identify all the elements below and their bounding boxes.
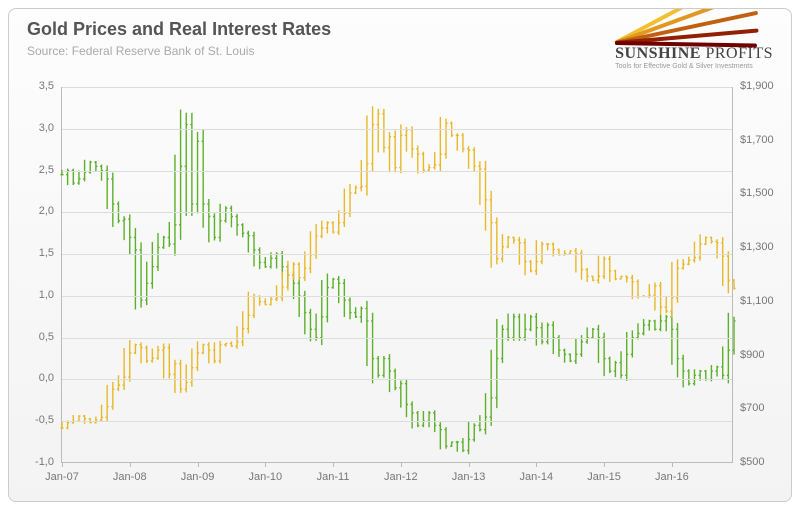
logo-word2: PROFITS [705, 45, 773, 62]
y2-tick-label: $700 [740, 402, 790, 414]
y1-tick-label: 2,5 [14, 164, 54, 176]
x-tick-label: Jan-13 [444, 471, 494, 483]
x-tick-label: Jan-10 [240, 471, 290, 483]
y1-tick-label: 1,5 [14, 247, 54, 259]
plot-area: -1,0-0,50,00,51,01,52,02,53,03,5$500$700… [61, 87, 733, 463]
logo-rays-icon [615, 19, 765, 45]
x-tick-label: Jan-08 [105, 471, 155, 483]
y2-tick-label: $1,100 [740, 295, 790, 307]
logo-word1: SUNSHINE [615, 45, 701, 62]
chart-header: Gold Prices and Real Interest Rates Sour… [27, 19, 331, 58]
chart-frame: Gold Prices and Real Interest Rates Sour… [8, 8, 792, 502]
x-tick-label: Jan-09 [173, 471, 223, 483]
y1-tick-label: 2,0 [14, 205, 54, 217]
y1-tick-label: 3,0 [14, 122, 54, 134]
x-tick-label: Jan-11 [308, 471, 358, 483]
x-tick-label: Jan-14 [511, 471, 561, 483]
y2-tick-label: $1,300 [740, 241, 790, 253]
x-tick-label: Jan-16 [647, 471, 697, 483]
chart-title: Gold Prices and Real Interest Rates [27, 19, 331, 40]
y2-tick-label: $1,500 [740, 187, 790, 199]
logo-text: SUNSHINE PROFITS [615, 45, 773, 63]
y2-tick-label: $500 [740, 456, 790, 468]
x-tick-label: Jan-07 [37, 471, 87, 483]
y1-tick-label: 0,0 [14, 372, 54, 384]
y2-tick-label: $1,700 [740, 134, 790, 146]
y2-tick-label: $900 [740, 349, 790, 361]
y2-tick-label: $1,900 [740, 80, 790, 92]
y1-tick-label: 1,0 [14, 289, 54, 301]
y1-tick-label: 3,5 [14, 80, 54, 92]
chart-source: Source: Federal Reserve Bank of St. Loui… [27, 44, 331, 58]
y1-tick-label: -0,5 [14, 414, 54, 426]
y1-tick-label: -1,0 [14, 456, 54, 468]
chart-svg [62, 87, 734, 463]
x-tick-label: Jan-15 [579, 471, 629, 483]
logo-tagline: Tools for Effective Gold & Silver Invest… [615, 63, 773, 70]
y1-tick-label: 0,5 [14, 331, 54, 343]
x-tick-label: Jan-12 [376, 471, 426, 483]
brand-logo: SUNSHINE PROFITS Tools for Effective Gol… [615, 19, 773, 70]
